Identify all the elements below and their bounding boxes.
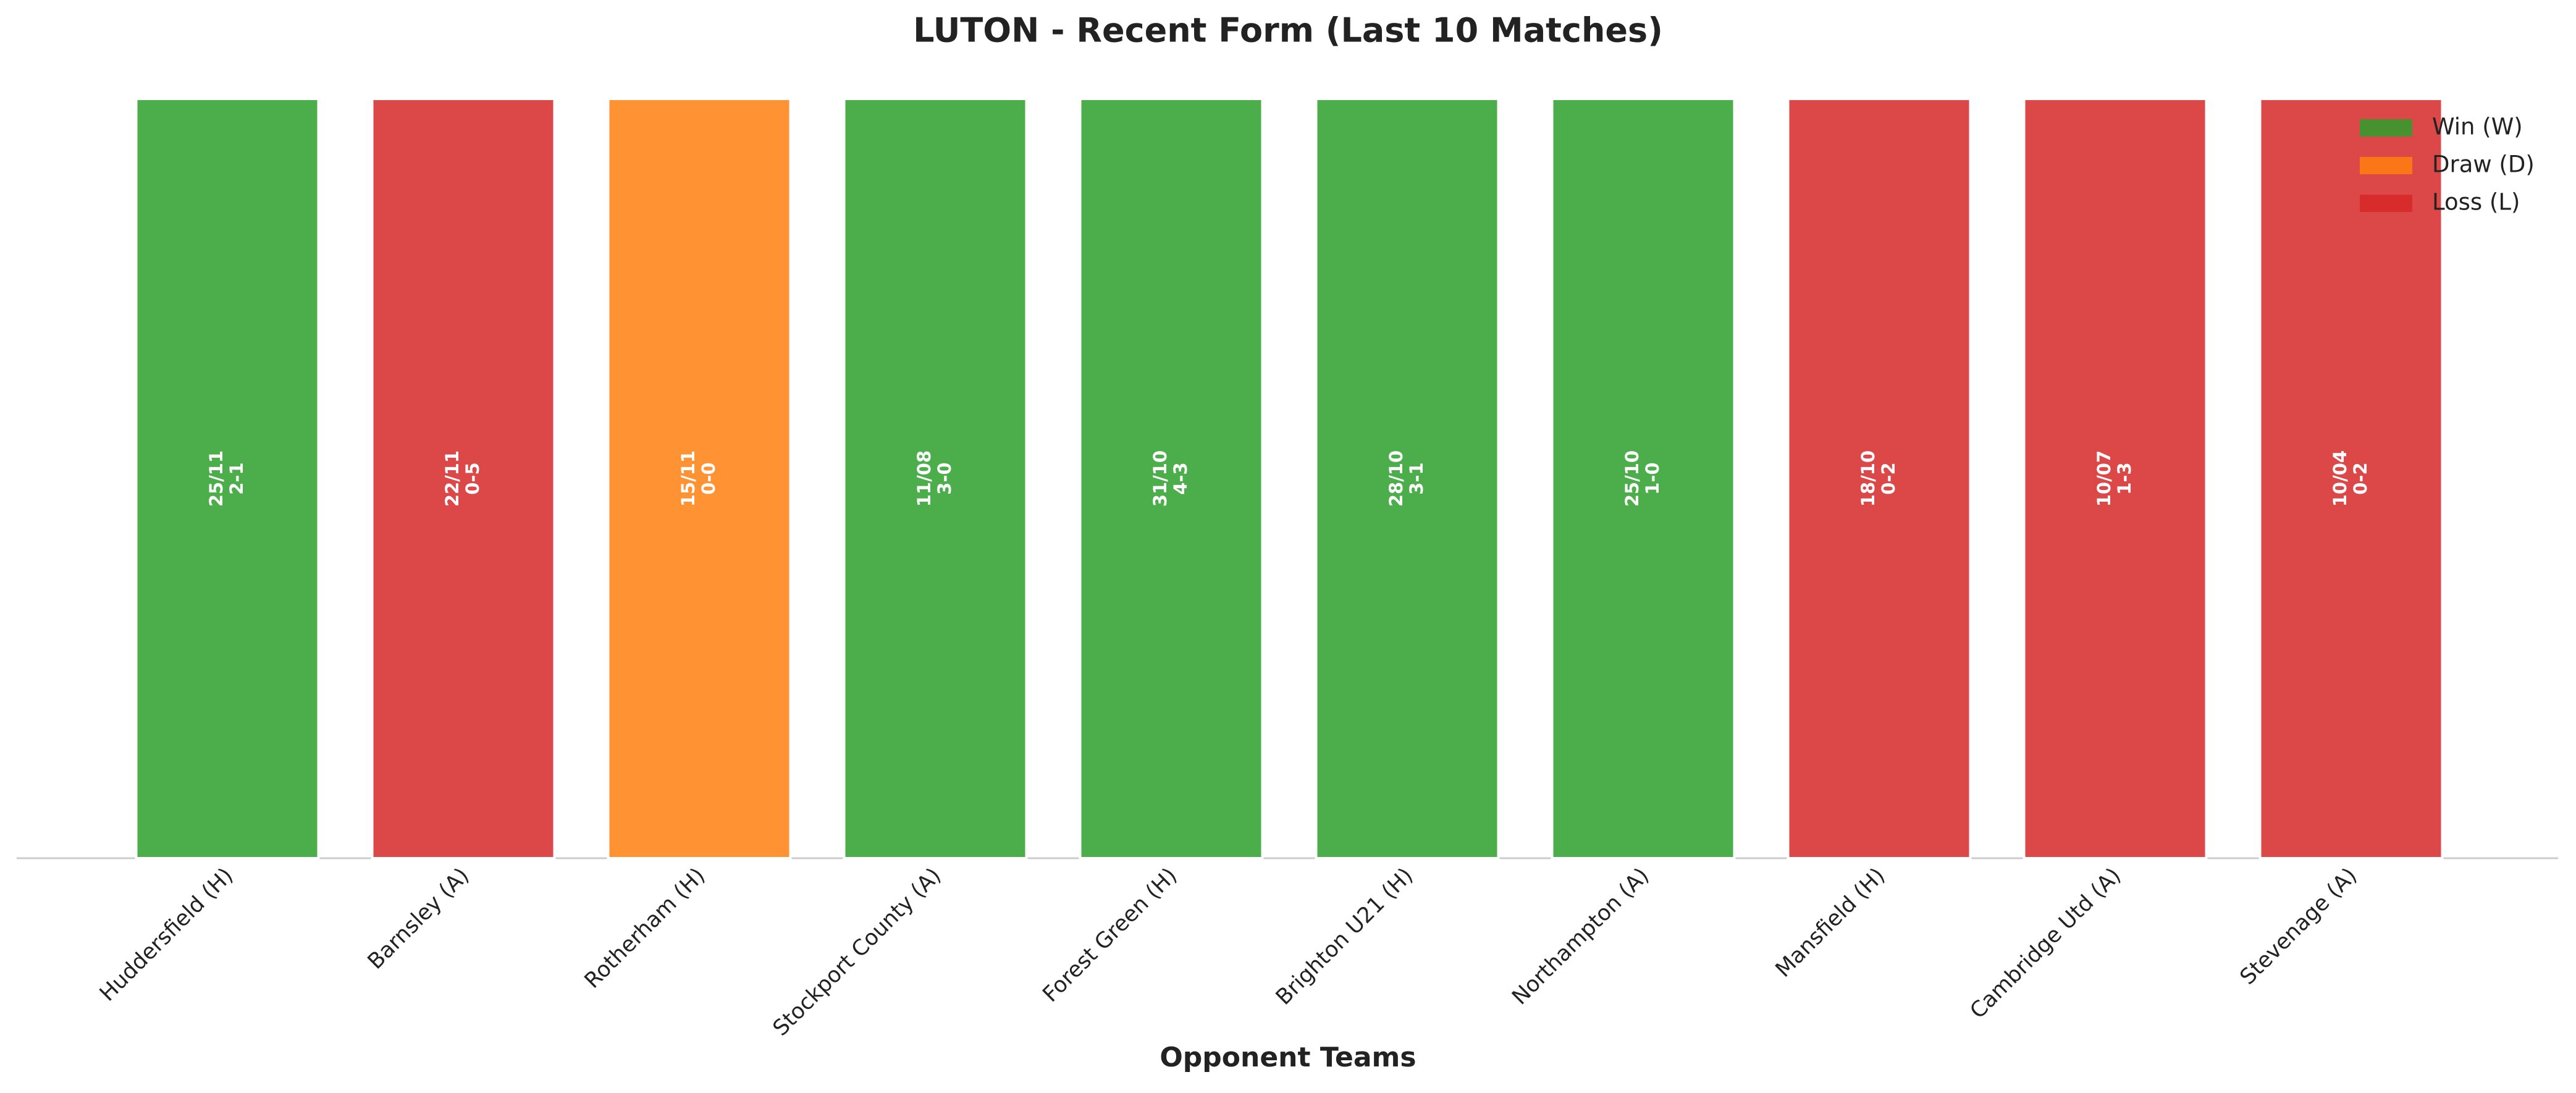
bar-label: 11/083-0	[914, 450, 955, 507]
bar-date: 25/10	[1622, 450, 1643, 507]
bar	[1315, 98, 1500, 859]
bar-date: 28/10	[1386, 450, 1407, 507]
bar-label: 22/110-5	[442, 450, 483, 507]
bar-label: 18/100-2	[1858, 450, 1899, 507]
bar-label: 31/104-3	[1150, 450, 1191, 507]
chart-title: LUTON - Recent Form (Last 10 Matches)	[913, 11, 1663, 50]
bar	[2258, 98, 2444, 859]
bar-score: 3-0	[934, 462, 955, 494]
bar-label: 25/112-1	[206, 450, 247, 507]
bar-score: 0-2	[2350, 462, 2371, 494]
bar-score: 0-2	[1878, 462, 1899, 494]
legend-label: Win (W)	[2432, 114, 2523, 140]
legend-swatch	[2360, 157, 2412, 174]
legend-label: Loss (L)	[2432, 189, 2520, 216]
bar-score: 3-1	[1406, 462, 1427, 494]
bar-score: 4-3	[1170, 462, 1191, 494]
legend-swatch	[2360, 119, 2412, 137]
bar-label: 25/101-0	[1622, 450, 1663, 507]
bar-score: 0-5	[462, 462, 483, 494]
bar	[1551, 98, 1736, 859]
bar-label: 15/110-0	[678, 450, 719, 507]
bar-date: 31/10	[1150, 450, 1171, 507]
bar	[1079, 98, 1264, 859]
bar	[607, 98, 792, 859]
bar-label: 10/071-3	[2094, 450, 2135, 507]
bar-date: 10/07	[2094, 450, 2115, 507]
bar-score: 2-1	[226, 462, 247, 494]
bar	[135, 98, 320, 859]
legend-label: Draw (D)	[2432, 151, 2535, 178]
bar-date: 10/04	[2330, 450, 2351, 507]
bar	[371, 98, 556, 859]
legend-swatch	[2360, 195, 2412, 212]
bar-score: 1-3	[2114, 462, 2135, 494]
bar	[2022, 98, 2208, 859]
bar	[843, 98, 1028, 859]
bar-date: 25/11	[206, 450, 227, 507]
bar-label: 10/040-2	[2330, 450, 2371, 507]
bar-date: 15/11	[678, 450, 699, 507]
bar-score: 1-0	[1642, 462, 1663, 494]
bar-date: 22/11	[442, 450, 463, 507]
bar-date: 11/08	[914, 450, 935, 507]
bar	[1787, 98, 1972, 859]
bar-date: 18/10	[1858, 450, 1879, 507]
x-axis-label: Opponent Teams	[1160, 1042, 1416, 1073]
bar-label: 28/103-1	[1386, 450, 1427, 507]
bar-score: 0-0	[698, 462, 719, 494]
